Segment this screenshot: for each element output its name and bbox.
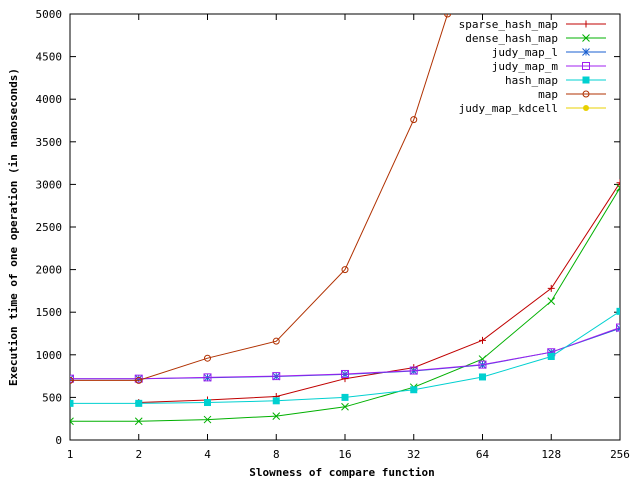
x-tick-label: 256 <box>610 448 630 461</box>
legend: sparse_hash_mapdense_hash_mapjudy_map_lj… <box>459 18 606 115</box>
data-point <box>272 412 281 420</box>
data-point <box>203 415 212 424</box>
data-point <box>70 399 74 407</box>
data-point <box>272 372 281 381</box>
x-axis-label: Slowness of compare function <box>249 466 434 479</box>
data-point <box>547 353 555 361</box>
y-tick-label: 1000 <box>36 349 63 362</box>
x-tick-label: 32 <box>407 448 420 461</box>
data-point <box>134 374 143 383</box>
legend-item: judy_map_m <box>492 60 606 73</box>
data-point <box>135 376 143 384</box>
x-tick-label: 64 <box>476 448 490 461</box>
y-tick-label: 500 <box>42 391 62 404</box>
data-point <box>409 366 418 375</box>
data-point <box>135 399 143 407</box>
data-point <box>478 360 487 369</box>
data-point <box>410 386 418 394</box>
legend-marker <box>582 90 590 98</box>
legend-label: map <box>538 88 558 101</box>
data-point <box>479 336 486 344</box>
legend-item: sparse_hash_map <box>459 18 606 31</box>
legend-marker <box>582 20 590 28</box>
series-map <box>70 14 452 384</box>
data-point <box>616 323 620 332</box>
series-judy_map_m <box>70 323 620 383</box>
x-tick-label: 8 <box>273 448 280 461</box>
legend-item: judy_map_kdcell <box>459 102 606 115</box>
y-tick-label: 4000 <box>36 93 63 106</box>
legend-label: judy_map_l <box>492 46 558 59</box>
legend-label: sparse_hash_map <box>459 18 558 31</box>
legend-marker <box>582 76 590 84</box>
data-point <box>616 183 620 192</box>
x-tick-label: 128 <box>541 448 561 461</box>
data-point <box>341 402 349 411</box>
legend-label: judy_map_m <box>492 60 559 73</box>
y-tick-label: 3000 <box>36 178 63 191</box>
series-line <box>70 327 620 380</box>
axis-ticks: 0 500 1000 1500 2000 2500 3000 3500 4000 4500 5000… <box>36 8 630 461</box>
data-point <box>70 374 74 383</box>
legend-item: judy_map_l <box>492 46 606 59</box>
data-point <box>547 284 555 292</box>
series-line <box>138 182 620 403</box>
data-point <box>616 307 620 315</box>
x-tick-label: 16 <box>338 448 351 461</box>
data-point <box>547 297 556 305</box>
x-tick-label: 4 <box>204 448 211 461</box>
data-point <box>203 373 212 382</box>
legend-marker <box>583 105 589 111</box>
legend-item: hash_map <box>505 74 606 87</box>
data-point <box>204 354 211 362</box>
series-dense_hash_map <box>70 183 620 426</box>
data-point <box>272 337 280 345</box>
legend-marker <box>582 48 590 56</box>
series-line <box>70 310 620 404</box>
data-point <box>341 393 349 401</box>
data-point <box>410 116 418 124</box>
x-tick-label: 1 <box>67 448 74 461</box>
data-point <box>134 417 143 426</box>
series-line <box>70 187 620 422</box>
series-hash_map <box>70 307 620 407</box>
legend-label: judy_map_kdcell <box>459 102 558 115</box>
y-tick-label: 4500 <box>36 51 63 64</box>
y-tick-label: 1500 <box>36 306 63 319</box>
data-point <box>70 417 74 426</box>
legend-item: map <box>538 88 606 101</box>
legend-marker <box>582 62 590 70</box>
y-tick-label: 5000 <box>36 8 63 21</box>
series-line <box>70 14 449 381</box>
y-axis-label: Execution time of one operation (in nano… <box>7 68 20 386</box>
x-tick-label: 2 <box>135 448 142 461</box>
legend-label: hash_map <box>505 74 558 87</box>
y-tick-label: 0 <box>55 434 62 447</box>
data-point <box>479 373 486 381</box>
data-point <box>204 399 211 407</box>
data-point <box>444 14 452 18</box>
series-layer <box>70 14 620 426</box>
y-tick-label: 2000 <box>36 264 63 277</box>
legend-item: dense_hash_map <box>465 32 606 45</box>
data-point <box>341 266 349 274</box>
y-tick-label: 3500 <box>36 136 63 149</box>
legend-label: dense_hash_map <box>465 32 558 45</box>
data-point <box>341 369 349 378</box>
y-tick-label: 2500 <box>36 221 63 234</box>
data-point <box>616 179 620 187</box>
data-point <box>272 397 280 405</box>
legend-marker <box>582 34 590 42</box>
data-point <box>70 376 74 384</box>
